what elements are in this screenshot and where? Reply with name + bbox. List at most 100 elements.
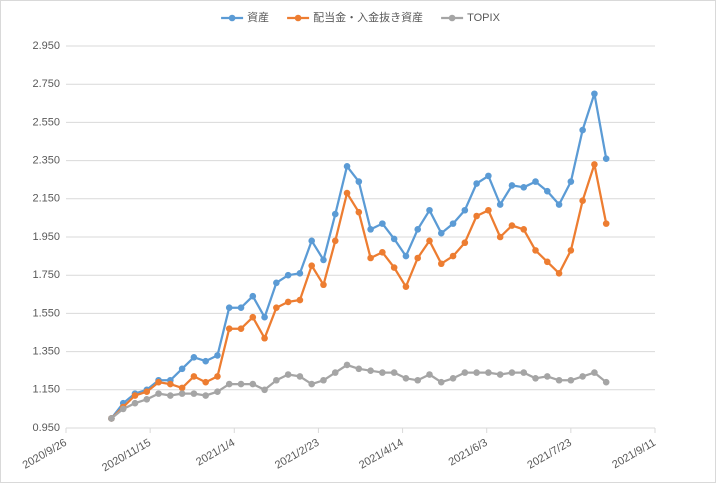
series-marker	[602, 378, 610, 386]
y-tick-label: 2.350	[32, 155, 60, 167]
series-marker	[237, 380, 245, 388]
legend-item: TOPIX	[441, 12, 501, 24]
series-marker	[508, 182, 516, 189]
series-marker	[355, 365, 363, 373]
series-marker	[402, 252, 410, 260]
legend-marker	[228, 14, 236, 22]
series-marker	[308, 262, 315, 269]
series-marker	[355, 208, 363, 216]
series-marker	[331, 369, 339, 376]
y-tick-label: 1.550	[32, 307, 60, 319]
series-marker	[190, 354, 198, 361]
series-marker	[308, 380, 315, 388]
series-marker	[485, 206, 492, 214]
legend-marker	[448, 14, 456, 22]
legend: 資産 配当金・入金抜き資産 TOPIX	[221, 10, 501, 24]
series-marker	[591, 90, 598, 98]
series-marker	[261, 386, 268, 394]
series-marker	[108, 415, 115, 422]
series-marker	[437, 260, 445, 268]
y-tick-label: 1.150	[32, 384, 60, 396]
y-tick-label: 1.350	[32, 346, 60, 358]
series-marker	[202, 378, 209, 386]
legend-item: 配当金・入金抜き資産	[287, 10, 423, 24]
series-marker	[214, 388, 221, 396]
series-marker	[273, 304, 280, 311]
series-marker	[508, 222, 516, 229]
y-tick-label: 1.950	[32, 231, 60, 243]
series-marker	[237, 325, 245, 332]
series-marker	[320, 281, 327, 289]
series-marker	[449, 220, 457, 227]
series-marker	[555, 201, 563, 208]
series-marker	[214, 373, 221, 380]
series-marker	[190, 373, 198, 380]
series-marker	[261, 313, 268, 321]
series-marker	[532, 247, 539, 254]
series-marker	[426, 237, 433, 245]
grid	[66, 45, 655, 429]
series-marker	[167, 380, 174, 388]
series-marker	[284, 371, 292, 378]
series-marker	[225, 325, 233, 332]
series-marker	[591, 369, 598, 376]
series-marker	[390, 235, 398, 243]
series-marker	[602, 155, 610, 162]
series-marker	[119, 405, 127, 413]
y-tick-label: 2.950	[32, 40, 60, 52]
series-marker	[461, 206, 469, 214]
series-marker	[249, 313, 257, 321]
series-marker	[249, 292, 257, 300]
series-marker	[155, 390, 162, 397]
series-marker	[496, 371, 504, 378]
series-marker	[555, 269, 563, 277]
series-marker	[402, 375, 410, 382]
series-marker	[343, 163, 351, 170]
series-marker	[402, 283, 410, 290]
series-marker	[543, 258, 551, 266]
series-marker	[520, 226, 528, 233]
series-marker	[473, 212, 480, 220]
series-marker	[543, 373, 551, 380]
series-marker	[591, 161, 598, 168]
series-marker	[143, 388, 151, 396]
series-marker	[284, 271, 292, 279]
series-marker	[579, 197, 586, 205]
y-tick-label: 2.750	[32, 78, 60, 90]
series-marker	[308, 237, 315, 245]
series-marker	[178, 390, 186, 397]
series-marker	[473, 180, 480, 187]
series-marker	[355, 178, 363, 185]
series-marker	[543, 187, 551, 195]
series-marker	[496, 233, 504, 241]
series-marker	[131, 399, 139, 407]
series-marker	[567, 376, 575, 384]
series-marker	[143, 396, 151, 403]
series-marker	[379, 369, 386, 376]
series-marker	[508, 369, 516, 376]
series-marker	[249, 380, 257, 388]
series-marker	[190, 390, 198, 397]
series-marker	[532, 178, 539, 185]
series-marker	[414, 226, 422, 233]
series-marker	[426, 206, 433, 214]
series-marker	[320, 376, 327, 384]
series-marker	[202, 357, 209, 365]
series-marker	[331, 210, 339, 218]
series-marker	[131, 392, 139, 399]
series-marker	[449, 375, 457, 382]
series-marker	[532, 375, 539, 382]
series-marker	[273, 279, 280, 287]
series-marker	[379, 220, 386, 227]
series-marker	[520, 369, 528, 376]
series-marker	[414, 254, 422, 262]
series-marker	[284, 298, 292, 306]
series-marker	[155, 378, 162, 386]
series-marker	[390, 264, 398, 271]
series-marker	[461, 239, 469, 247]
series-marker	[261, 334, 268, 342]
series-marker	[555, 376, 563, 384]
